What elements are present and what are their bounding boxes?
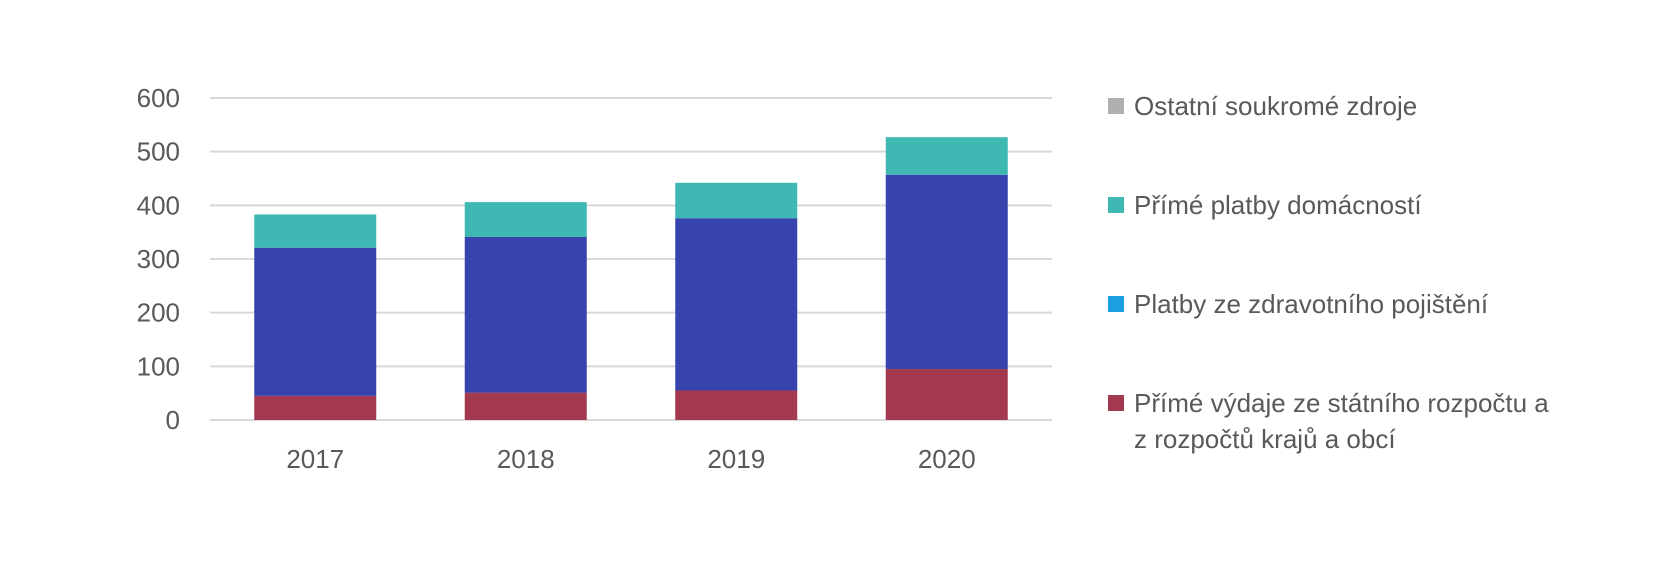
bar-segment-2020-series-0 bbox=[885, 369, 1008, 420]
y-tick-label: 500 bbox=[137, 137, 180, 167]
legend-swatch bbox=[1108, 296, 1124, 312]
bar-segment-2017-series-2 bbox=[254, 214, 377, 248]
x-axis-tick-labels: 2017 2018 2019 2020 bbox=[286, 444, 975, 474]
legend-swatch bbox=[1108, 395, 1124, 411]
legend-item: Platby ze zdravotního pojištění bbox=[1108, 286, 1654, 322]
legend-label: Platby ze zdravotního pojištění bbox=[1134, 289, 1489, 319]
y-tick-label: 600 bbox=[137, 83, 180, 113]
bar-segment-2018-series-2 bbox=[464, 202, 587, 237]
bar-segment-2020-series-2 bbox=[885, 137, 1008, 175]
y-tick-label: 100 bbox=[137, 351, 180, 381]
legend-label: Přímé výdaje ze státního rozpočtu a z ro… bbox=[1134, 388, 1549, 454]
bar-segment-2019-series-1 bbox=[675, 218, 798, 391]
y-tick-label: 400 bbox=[137, 190, 180, 220]
x-tick-label: 2017 bbox=[286, 444, 344, 474]
bar-segment-2019-series-0 bbox=[675, 390, 798, 420]
bar-segment-2019-series-2 bbox=[675, 182, 798, 219]
bar-segment-2018-series-1 bbox=[464, 236, 587, 393]
legend-item: Přímé platby domácností bbox=[1108, 187, 1654, 223]
bars bbox=[254, 137, 1008, 420]
legend-item: Ostatní soukromé zdroje bbox=[1108, 88, 1654, 124]
legend-label: Přímé platby domácností bbox=[1134, 190, 1422, 220]
bar-segment-2017-series-0 bbox=[254, 395, 377, 420]
legend-label: Ostatní soukromé zdroje bbox=[1134, 91, 1418, 121]
legend-item: Přímé výdaje ze státního rozpočtu a z ro… bbox=[1108, 385, 1654, 457]
x-tick-label: 2020 bbox=[918, 444, 976, 474]
y-tick-label: 200 bbox=[137, 298, 180, 328]
y-tick-label: 0 bbox=[166, 405, 180, 435]
legend-swatch bbox=[1108, 197, 1124, 213]
x-tick-label: 2019 bbox=[707, 444, 765, 474]
legend-swatch bbox=[1108, 98, 1124, 114]
y-axis-tick-labels: 0 100 200 300 400 500 600 bbox=[137, 83, 180, 435]
bar-segment-2017-series-1 bbox=[254, 247, 377, 396]
y-tick-label: 300 bbox=[137, 244, 180, 274]
bar-segment-2018-series-0 bbox=[464, 392, 587, 420]
x-tick-label: 2018 bbox=[497, 444, 555, 474]
bar-segment-2020-series-1 bbox=[885, 174, 1008, 370]
